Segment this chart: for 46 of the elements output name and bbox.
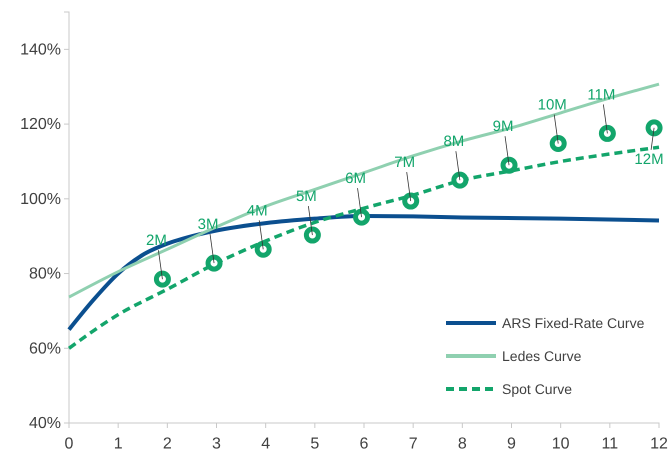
- annotation: 2M: [146, 232, 167, 250]
- legend-label: ARS Fixed-Rate Curve: [502, 315, 645, 331]
- annotation: 5M: [296, 188, 317, 206]
- x-tick-label: 11: [602, 436, 618, 453]
- point: [500, 156, 518, 174]
- annotation: 12M: [634, 150, 664, 168]
- y-tick-label: 120%: [20, 116, 61, 134]
- point: [598, 124, 616, 142]
- y-tick-label: 140%: [20, 41, 61, 58]
- annotation: 8M: [443, 133, 464, 150]
- x-tick-label: 0: [64, 436, 74, 453]
- x-tick-label: 6: [360, 436, 369, 453]
- line-series: [68, 82, 660, 299]
- x-tick-label: 1: [114, 436, 123, 453]
- annotation: 7M: [394, 154, 416, 172]
- y-tick-label: 40%: [28, 415, 61, 432]
- x-tick-label: 12: [650, 436, 668, 453]
- x-tick-label: 9: [507, 436, 516, 453]
- annotation: 4M: [246, 202, 268, 220]
- annotation: 11M: [587, 86, 616, 104]
- annotation: 10M: [538, 96, 567, 114]
- annotation: 9M: [492, 118, 514, 136]
- x-tick-label: 10: [552, 436, 570, 453]
- point: [206, 254, 223, 272]
- line-series: [67, 146, 661, 350]
- point: [451, 172, 468, 189]
- annotation: 3M: [198, 216, 218, 234]
- point: [304, 226, 321, 244]
- point: [550, 135, 567, 152]
- x-tick-label: 3: [212, 436, 222, 453]
- annotation: 6M: [345, 170, 366, 188]
- x-tick-label: 5: [310, 436, 320, 453]
- y-tick-label: 100%: [20, 190, 61, 208]
- point: [646, 119, 663, 136]
- y-tick-label: 60%: [28, 340, 61, 358]
- point: [254, 240, 272, 258]
- x-tick-label: 4: [261, 436, 270, 453]
- x-tick-label: 8: [458, 436, 467, 453]
- y-tick-label: 80%: [28, 266, 61, 283]
- point: [402, 192, 420, 210]
- legend-label: Spot Curve: [502, 381, 572, 397]
- point: [353, 208, 370, 226]
- legend-label: Ledes Curve: [502, 348, 582, 364]
- x-tick-label: 2: [162, 436, 172, 453]
- x-tick-label: 7: [408, 436, 418, 453]
- point: [154, 270, 171, 288]
